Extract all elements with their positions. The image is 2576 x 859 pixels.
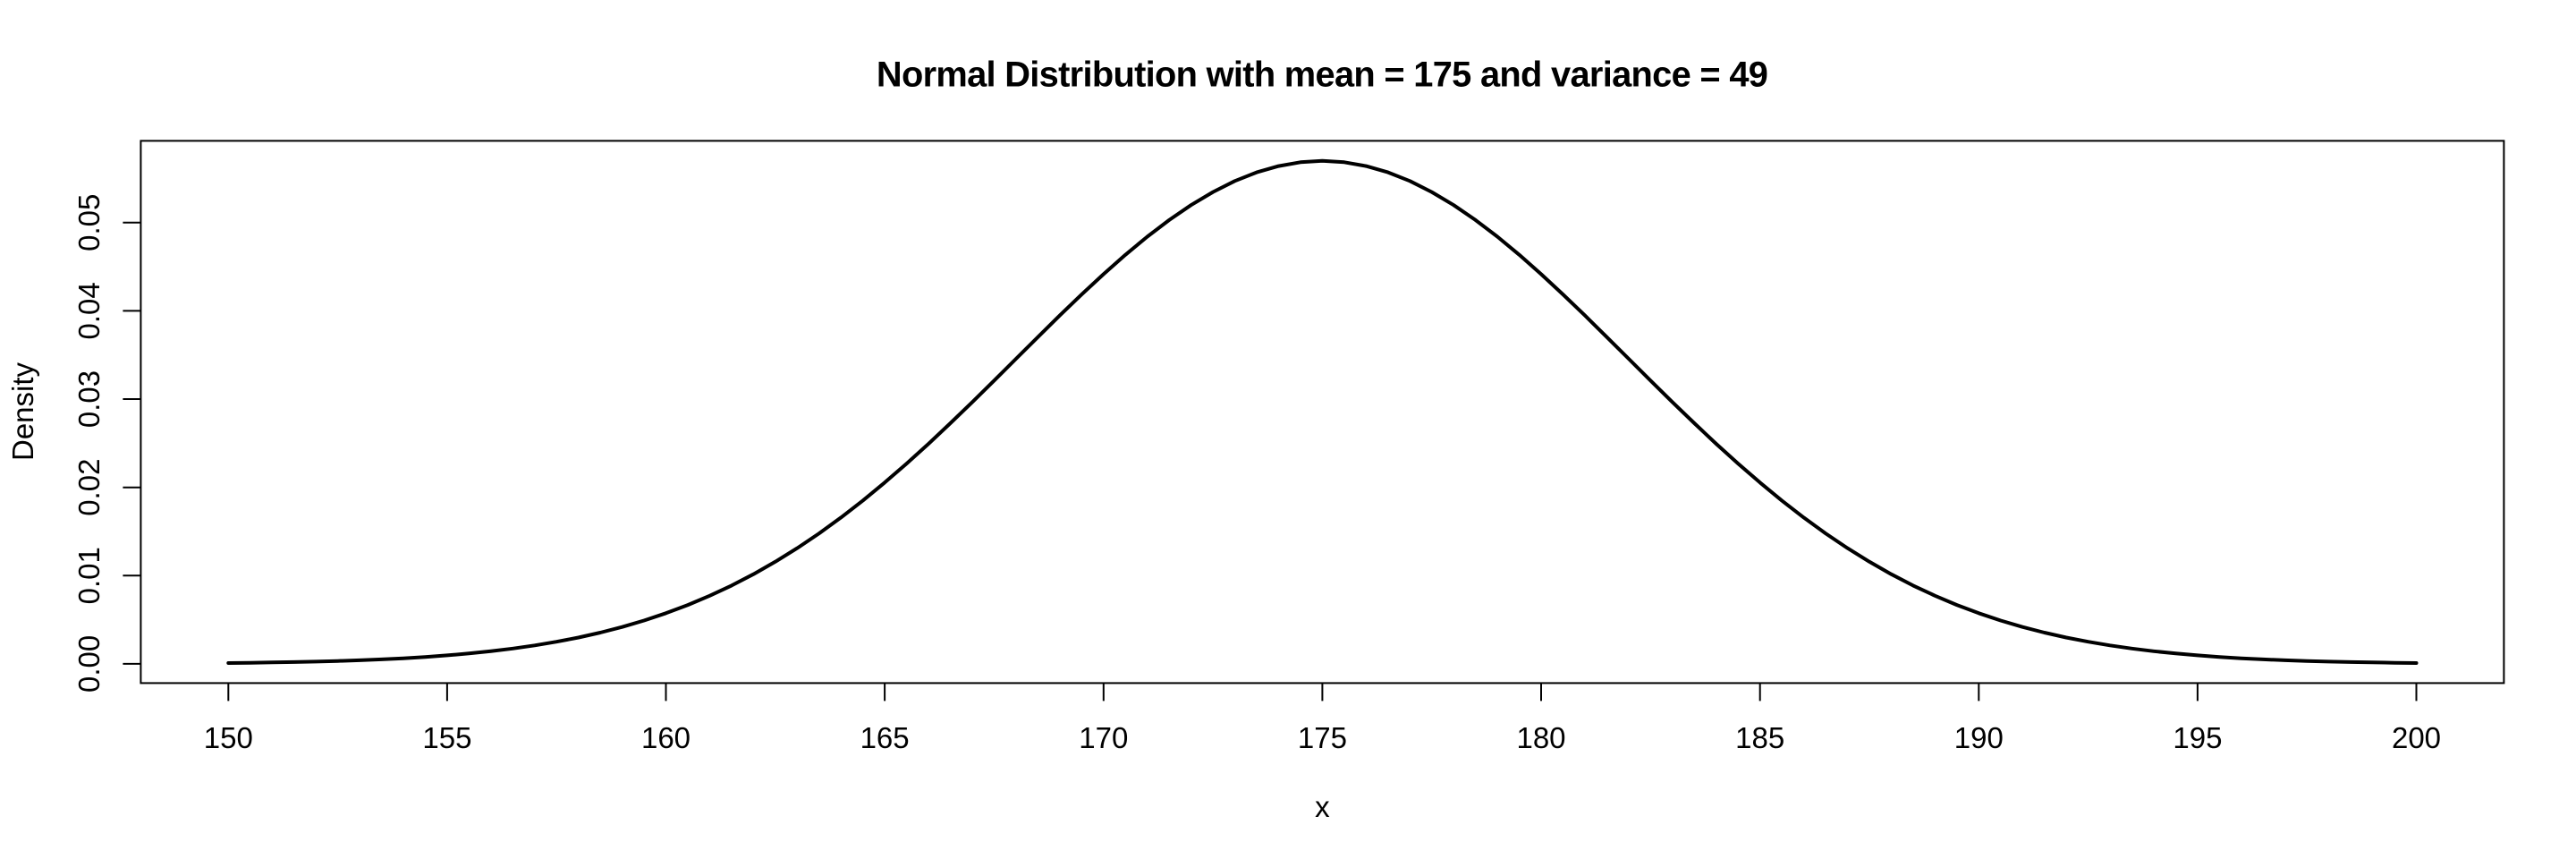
svg-text:0.05: 0.05 bbox=[72, 194, 106, 251]
svg-text:195: 195 bbox=[2173, 721, 2222, 754]
svg-text:165: 165 bbox=[860, 721, 910, 754]
svg-text:Normal Distribution with mean: Normal Distribution with mean = 175 and … bbox=[877, 55, 1768, 95]
svg-text:150: 150 bbox=[204, 721, 253, 754]
svg-text:x: x bbox=[1315, 790, 1330, 823]
svg-text:155: 155 bbox=[422, 721, 471, 754]
svg-text:0.04: 0.04 bbox=[72, 282, 106, 339]
svg-text:Density: Density bbox=[6, 361, 39, 461]
svg-text:190: 190 bbox=[1954, 721, 2004, 754]
svg-text:0.00: 0.00 bbox=[72, 635, 106, 693]
svg-text:0.03: 0.03 bbox=[72, 370, 106, 428]
svg-text:170: 170 bbox=[1079, 721, 1128, 754]
svg-text:0.02: 0.02 bbox=[72, 459, 106, 516]
svg-text:160: 160 bbox=[641, 721, 691, 754]
svg-text:180: 180 bbox=[1516, 721, 1565, 754]
svg-text:0.01: 0.01 bbox=[72, 547, 106, 604]
svg-text:185: 185 bbox=[1735, 721, 1784, 754]
svg-text:175: 175 bbox=[1298, 721, 1347, 754]
svg-text:200: 200 bbox=[2392, 721, 2441, 754]
